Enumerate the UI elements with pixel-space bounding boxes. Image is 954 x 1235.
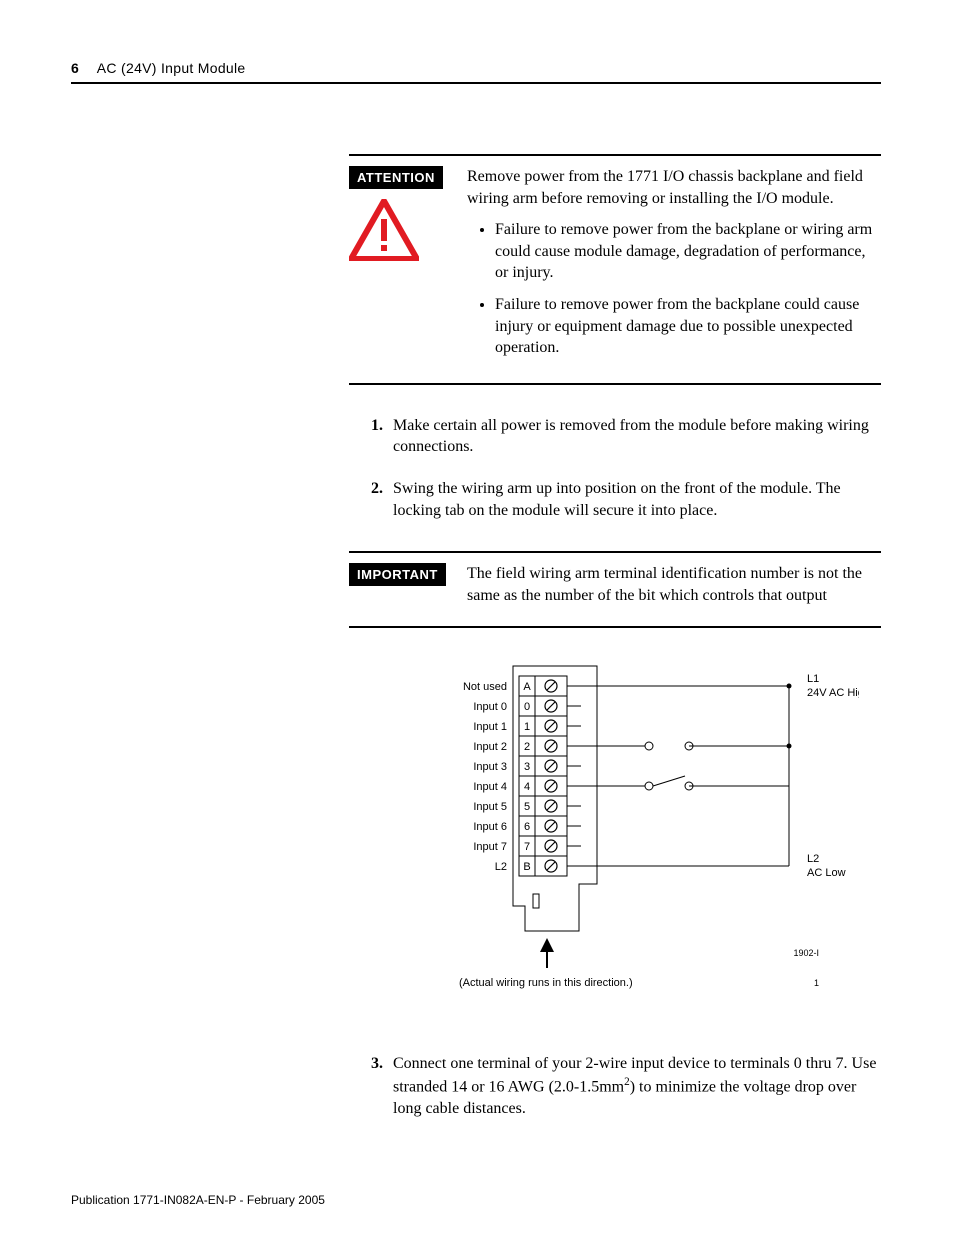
attention-intro: Remove power from the 1771 I/O chassis b… <box>467 166 881 209</box>
important-body: The field wiring arm terminal identifica… <box>467 563 881 612</box>
svg-text:Input 7: Input 7 <box>473 841 507 853</box>
step-item: 1. Make certain all power is removed fro… <box>361 415 881 458</box>
step-text: Swing the wiring arm up into position on… <box>393 478 881 521</box>
svg-text:1902-I: 1902-I <box>793 948 819 958</box>
svg-text:0: 0 <box>524 701 530 713</box>
page-number: 6 <box>71 60 79 76</box>
svg-text:Input 3: Input 3 <box>473 761 507 773</box>
svg-text:5: 5 <box>524 801 530 813</box>
important-callout: IMPORTANT The field wiring arm terminal … <box>349 551 881 628</box>
svg-text:Input 0: Input 0 <box>473 701 507 713</box>
step-item: 2. Swing the wiring arm up into position… <box>361 478 881 521</box>
svg-text:Input 2: Input 2 <box>473 741 507 753</box>
wiring-diagram: A Not used 0 Input 0 1 Input 1 2 Input 2 3 Input … <box>389 658 881 1023</box>
svg-text:7: 7 <box>524 841 530 853</box>
steps-list-b: 3. Connect one terminal of your 2-wire i… <box>361 1053 881 1119</box>
step-number: 1. <box>361 415 383 458</box>
svg-text:Input 6: Input 6 <box>473 821 507 833</box>
svg-text:L1: L1 <box>807 673 819 685</box>
attention-bullet: Failure to remove power from the backpla… <box>495 294 881 359</box>
step-text: Make certain all power is removed from t… <box>393 415 881 458</box>
warning-triangle-icon <box>349 199 449 266</box>
svg-text:Input 5: Input 5 <box>473 801 507 813</box>
svg-text:1: 1 <box>524 721 530 733</box>
svg-text:AC Low: AC Low <box>807 867 846 879</box>
svg-text:4: 4 <box>524 781 530 793</box>
svg-text:24V AC High: 24V AC High <box>807 687 859 699</box>
step-text: Connect one terminal of your 2-wire inpu… <box>393 1053 881 1119</box>
step-item: 3. Connect one terminal of your 2-wire i… <box>361 1053 881 1119</box>
svg-text:(Actual wiring runs in this di: (Actual wiring runs in this direction.) <box>459 977 633 989</box>
attention-bullet: Failure to remove power from the backpla… <box>495 219 881 284</box>
attention-body: Remove power from the 1771 I/O chassis b… <box>467 166 881 369</box>
svg-text:A: A <box>523 681 531 693</box>
step-number: 2. <box>361 478 383 521</box>
svg-text:3: 3 <box>524 761 530 773</box>
step-number: 3. <box>361 1053 383 1119</box>
svg-text:1: 1 <box>814 978 819 988</box>
svg-text:Input 4: Input 4 <box>473 781 507 793</box>
svg-text:L2: L2 <box>807 853 819 865</box>
attention-bullets: Failure to remove power from the backpla… <box>467 219 881 359</box>
important-text: The field wiring arm terminal identifica… <box>467 563 881 606</box>
attention-label: ATTENTION <box>349 166 443 189</box>
svg-text:2: 2 <box>524 741 530 753</box>
svg-text:B: B <box>523 861 530 873</box>
attention-callout: ATTENTION Remove power from the 1771 I/O… <box>349 154 881 385</box>
svg-text:L2: L2 <box>495 861 507 873</box>
svg-text:Input 1: Input 1 <box>473 721 507 733</box>
publication-footer: Publication 1771-IN082A-EN-P - February … <box>71 1193 325 1207</box>
svg-text:6: 6 <box>524 821 530 833</box>
steps-list-a: 1. Make certain all power is removed fro… <box>361 415 881 521</box>
important-label: IMPORTANT <box>349 563 446 586</box>
content-column: ATTENTION Remove power from the 1771 I/O… <box>349 154 881 1119</box>
important-left: IMPORTANT <box>349 563 449 612</box>
page-header: 6 AC (24V) Input Module <box>71 60 881 84</box>
header-title: AC (24V) Input Module <box>97 60 246 76</box>
attention-left: ATTENTION <box>349 166 449 369</box>
svg-text:Not used: Not used <box>463 681 507 693</box>
